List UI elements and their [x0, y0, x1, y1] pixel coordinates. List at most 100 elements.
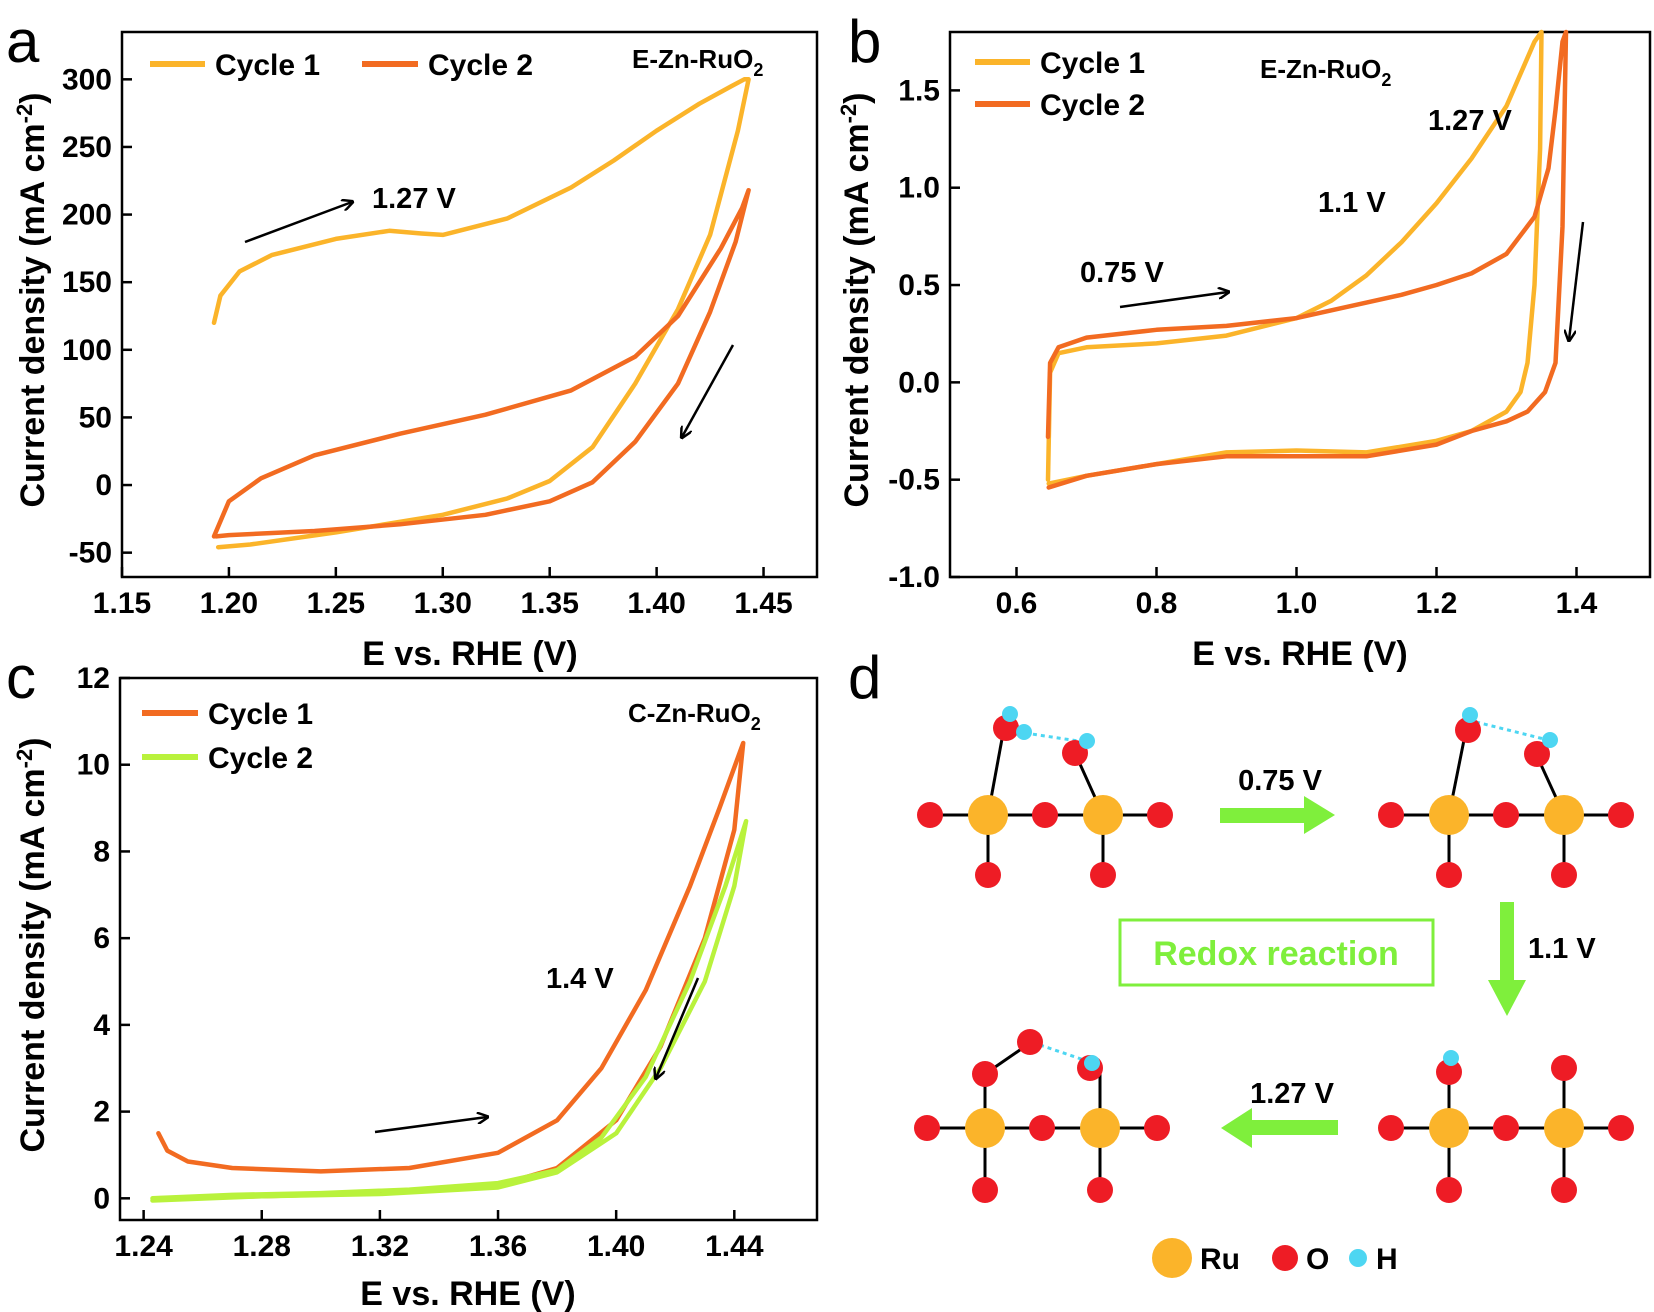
ruthenium-atom	[1083, 795, 1123, 835]
hydrogen-atom	[1079, 733, 1095, 749]
series-line-cycle-2	[1045, 29, 1569, 490]
oxygen-atom	[1090, 862, 1116, 888]
legend-label-cycle-1: Cycle 1	[1040, 47, 1145, 80]
x-tick-label: 1.35	[520, 587, 578, 620]
hydrogen-atom	[1016, 724, 1032, 740]
legend-label-cycle-1: Cycle 1	[208, 698, 313, 731]
x-axis-label: E vs. RHE (V)	[360, 1275, 575, 1312]
forward-scan-arrow	[374, 1117, 487, 1134]
hydrogen-bond	[1475, 720, 1549, 742]
y-axis-label-sup: -2	[12, 749, 37, 769]
oxygen-atom	[1608, 1115, 1634, 1141]
arrow-shaft	[1220, 808, 1308, 823]
panel-c: c 1.24 1.28 1.32 1.36 1.40 1.44 0 2 4 6 8 10 12 E v…	[6, 644, 819, 1312]
panel-letter-c: c	[6, 644, 36, 711]
ruthenium-atom	[1429, 1108, 1469, 1148]
y-tick-label: 0.5	[898, 269, 940, 302]
sample-label-sub: 2	[1381, 70, 1391, 90]
series-line-cycle-1	[156, 740, 746, 1201]
oxygen-atom	[1144, 1115, 1170, 1141]
redox-reaction-label: Redox reaction	[1153, 935, 1399, 973]
y-tick-label: 0	[93, 1182, 110, 1215]
y-tick-label: 150	[62, 266, 112, 299]
panel-letter-b: b	[848, 8, 881, 75]
legend-ru-icon	[1152, 1238, 1192, 1278]
x-tick-label: 1.24	[114, 1230, 173, 1263]
oxygen-atom	[1087, 1177, 1113, 1203]
plot-frame	[948, 30, 1652, 579]
panel-letter-a: a	[6, 8, 40, 75]
oxygen-atom	[972, 1061, 998, 1087]
x-tick-label: 1.25	[307, 587, 365, 620]
legend-h-label: H	[1376, 1243, 1398, 1276]
atom-legend: Ru O H	[1152, 1238, 1398, 1278]
oxygen-atom	[1608, 802, 1634, 828]
arrow-shaft	[1248, 1120, 1338, 1135]
annotation-0-75-v: 0.75 V	[1080, 257, 1164, 289]
x-axis: 1.15 1.20 1.25 1.30 1.35 1.40 1.45	[93, 567, 793, 620]
ruthenium-atom	[965, 1108, 1005, 1148]
plot-frame	[120, 30, 819, 579]
oxygen-atom	[972, 1177, 998, 1203]
legend-label-cycle-2: Cycle 2	[428, 49, 533, 82]
reverse-scan-arrow	[682, 344, 735, 437]
sample-label: E-Zn-RuO2	[1260, 54, 1391, 90]
ruthenium-atom	[1429, 795, 1469, 835]
arrow-down-icon	[1488, 980, 1526, 1016]
y-tick-label: -50	[69, 537, 112, 570]
series-line-cycle-2	[211, 187, 751, 539]
structure-after-1-1-v	[1378, 1050, 1634, 1203]
y-tick-label: 8	[93, 835, 110, 868]
oxygen-atom	[975, 862, 1001, 888]
y-axis-label-sup: -2	[12, 104, 37, 124]
y-axis: -1.0 -0.5 0.0 0.5 1.0 1.5	[888, 74, 960, 594]
oxygen-atom	[1147, 802, 1173, 828]
y-tick-label: 200	[62, 199, 112, 232]
annotation-1-27-v: 1.27 V	[1428, 105, 1512, 137]
y-axis: 0 2 4 6 8 10 12	[77, 662, 130, 1215]
reverse-scan-arrow	[1569, 221, 1585, 340]
panel-a: a 1.15 1.20 1.25 1.30 1.35 1.40 1.45 -50 0 50 100…	[6, 8, 819, 673]
y-axis-label-text: Current density (mA cm	[14, 768, 52, 1152]
y-tick-label: 100	[62, 334, 112, 367]
annotation-1-4-v: 1.4 V	[546, 963, 614, 995]
panel-letter-d: d	[848, 644, 881, 711]
y-tick-label: 1.5	[898, 74, 940, 107]
x-tick-label: 1.32	[351, 1230, 409, 1263]
sample-label-sub: 2	[751, 714, 761, 734]
hydrogen-atom	[1542, 732, 1558, 748]
x-tick-label: 1.44	[705, 1230, 764, 1263]
y-tick-label: 0	[95, 469, 112, 502]
y-axis-label-end: )	[838, 92, 876, 103]
y-tick-label: 6	[93, 922, 110, 955]
sample-label-text: C-Zn-RuO	[628, 698, 751, 728]
arrow-left-icon	[1221, 1108, 1252, 1148]
series-group	[1045, 29, 1569, 490]
y-tick-label: 0.0	[898, 366, 940, 399]
series-group	[150, 740, 749, 1203]
y-axis-label: Current density (mA cm-2)	[836, 92, 876, 507]
x-axis-label: E vs. RHE (V)	[1192, 635, 1407, 673]
annotation-1-27-v: 1.27 V	[372, 183, 456, 215]
y-axis-label-end: )	[14, 737, 52, 748]
sample-label-text: E-Zn-RuO	[632, 44, 753, 74]
y-axis-label: Current density (mA cm-2)	[12, 737, 52, 1152]
oxygen-atom	[1378, 802, 1404, 828]
structure-after-0-75-v	[1378, 707, 1634, 888]
x-tick-label: 0.8	[1136, 587, 1178, 620]
plot-frame	[118, 676, 819, 1222]
ruthenium-atom	[968, 795, 1008, 835]
oxygen-atom	[1455, 717, 1481, 743]
step-label-0-75-v: 0.75 V	[1238, 765, 1322, 797]
sample-label-sub: 2	[753, 60, 763, 80]
sample-label: E-Zn-RuO2	[632, 44, 763, 80]
y-axis-label: Current density (mA cm-2)	[12, 92, 52, 507]
x-tick-label: 1.28	[233, 1230, 291, 1263]
oxygen-atom	[1029, 1115, 1055, 1141]
oxygen-atom	[1032, 802, 1058, 828]
x-tick-label: 1.4	[1556, 587, 1598, 620]
panel-b: b 0.6 0.8 1.0 1.2 1.4 -1.0 -0.5 0.0 0.5 1.0 1.5 E…	[836, 8, 1652, 673]
oxygen-atom	[1493, 1115, 1519, 1141]
y-tick-label: 1.0	[898, 172, 940, 205]
